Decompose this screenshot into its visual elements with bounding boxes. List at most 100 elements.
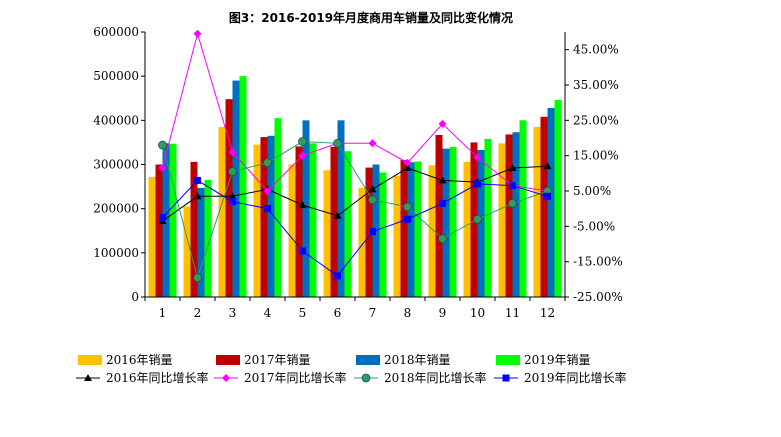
bar-3-3 — [232, 80, 240, 297]
bar-1-4 — [253, 144, 261, 297]
line-1-point-5 — [298, 201, 307, 209]
x-tick-label-1: 1 — [159, 306, 167, 320]
bar-1-2 — [183, 206, 191, 297]
line-1-point-11 — [508, 164, 517, 172]
line-3-point-4 — [263, 158, 272, 168]
bar-4-4 — [274, 118, 282, 297]
x-tick-label-12: 12 — [540, 306, 555, 320]
legend-marker-line-4 — [502, 374, 510, 382]
right-tick-label-6: 25.00% — [573, 113, 619, 127]
line-1-point-2 — [193, 192, 202, 200]
legend-marker-line-1 — [84, 374, 92, 381]
bar-4-6 — [344, 151, 352, 297]
bar-2-5 — [295, 146, 303, 297]
left-tick-label-5: 400000 — [93, 113, 139, 127]
x-tick-label-9: 9 — [439, 306, 447, 320]
bar-4-3 — [239, 76, 247, 298]
right-tick-label-5: 15.00% — [573, 149, 619, 163]
bar-1-7 — [358, 187, 366, 297]
line-1-point-8 — [403, 164, 412, 172]
legend-marker-line-2 — [222, 374, 230, 382]
bar-1-8 — [393, 175, 401, 297]
bar-4-11 — [519, 120, 527, 297]
left-tick-label-1: 0 — [131, 290, 139, 304]
bar-1-9 — [428, 165, 436, 297]
bar-3-9 — [442, 148, 450, 297]
left-tick-label-3: 200000 — [93, 202, 139, 216]
line-4-point-9 — [439, 199, 446, 207]
chart-title: 图3：2016-2019年月度商用车销量及同比变化情况 — [229, 10, 513, 25]
line-2-point-7 — [368, 139, 377, 148]
line-3-point-1 — [158, 140, 167, 150]
line-1 — [162, 165, 548, 222]
bar-2-8 — [400, 160, 408, 297]
x-tick-label-2: 2 — [194, 306, 202, 320]
line-3-point-6 — [333, 138, 342, 148]
line-4-point-11 — [509, 182, 516, 190]
line-4-point-7 — [369, 228, 376, 236]
bar-1-5 — [288, 164, 296, 297]
legend-swatch-bar-3 — [356, 355, 380, 365]
line-4-point-8 — [404, 215, 411, 223]
line-2-point-1 — [158, 164, 167, 173]
legend-label-line-4: 2019年同比增长率 — [524, 370, 627, 385]
line-4-point-3 — [229, 198, 236, 206]
bar-2-1 — [155, 164, 163, 297]
line-3 — [162, 141, 548, 280]
legend-label-bar-4: 2019年销量 — [524, 353, 591, 367]
bar-2-9 — [435, 134, 443, 297]
legend-label-bar-3: 2018年销量 — [384, 353, 451, 367]
left-tick-label-7: 600000 — [93, 25, 139, 39]
bar-4-8 — [414, 161, 422, 297]
line-4 — [162, 179, 548, 277]
bar-1-6 — [323, 170, 331, 297]
line-4-point-10 — [474, 180, 481, 188]
line-4-point-1 — [159, 214, 166, 221]
left-tick-label-6: 500000 — [93, 69, 139, 83]
line-2-point-4 — [263, 187, 272, 195]
bar-1-11 — [498, 143, 506, 297]
x-tick-label-7: 7 — [369, 306, 377, 320]
x-tick-label-5: 5 — [299, 306, 307, 320]
bar-4-12 — [554, 100, 562, 298]
bar-2-11 — [505, 134, 513, 297]
legend-swatch-bar-4 — [496, 355, 520, 365]
line-1-point-6 — [333, 211, 342, 219]
axes-layer: 0 100000 200000 300000 400000 500000 600000 -25… — [93, 25, 623, 320]
line-3-point-9 — [438, 234, 447, 244]
bar-4-5 — [309, 143, 317, 297]
legend-label-line-3: 2018年同比增长率 — [384, 370, 487, 385]
x-tick-label-6: 6 — [334, 306, 342, 320]
line-3-point-11 — [508, 198, 517, 208]
line-2 — [162, 31, 548, 192]
bar-2-4 — [260, 137, 268, 297]
bar-3-6 — [337, 120, 345, 297]
line-4-point-6 — [334, 272, 341, 280]
left-tick-label-4: 300000 — [93, 158, 139, 172]
line-4-point-4 — [264, 205, 271, 213]
bar-3-5 — [302, 120, 310, 297]
bar-1-12 — [533, 126, 541, 297]
line-1-point-7 — [368, 185, 377, 193]
x-tick-label-11: 11 — [505, 306, 520, 320]
line-2-point-5 — [298, 151, 307, 160]
x-tick-label-3: 3 — [229, 306, 237, 320]
left-tick-label-2: 100000 — [93, 246, 139, 260]
bar-4-7 — [379, 172, 387, 297]
line-2-point-2 — [193, 29, 202, 38]
line-1-point-12 — [543, 162, 552, 170]
bar-3-4 — [267, 135, 275, 297]
right-tick-label-2: -15.00% — [573, 255, 623, 269]
line-3-point-5 — [298, 137, 307, 146]
bar-2-6 — [330, 146, 338, 297]
right-tick-label-7: 35.00% — [573, 78, 619, 92]
legend-swatch-bar-2 — [216, 355, 240, 365]
legend-layer: 2016年销量 2017年销量 2018年销量 2019年销量 2016年同比增长率 20… — [76, 353, 627, 385]
x-tick-label-8: 8 — [404, 306, 412, 320]
line-1-point-3 — [228, 192, 237, 200]
line-3-point-10 — [473, 214, 482, 224]
line-1-point-9 — [438, 176, 447, 184]
right-tick-label-4: 5.00% — [573, 184, 611, 198]
legend-label-line-1: 2016年同比增长率 — [106, 370, 209, 385]
